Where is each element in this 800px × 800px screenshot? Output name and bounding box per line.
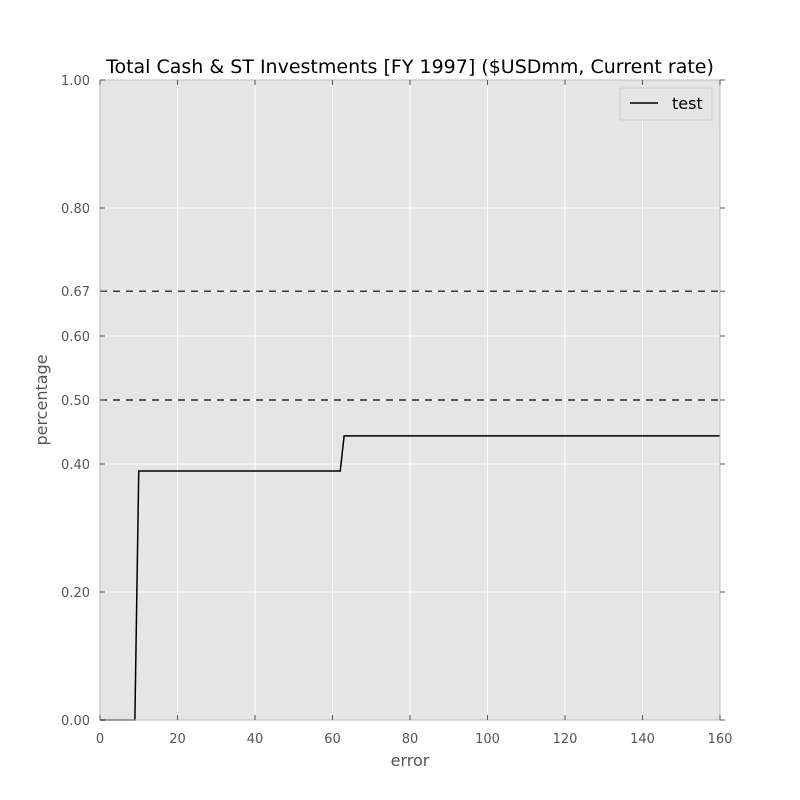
x-tick-label: 140 [630, 732, 655, 747]
y-tick-label: 0.67 [61, 285, 90, 300]
x-tick-label: 40 [247, 732, 264, 747]
ticks [99, 79, 725, 721]
x-tick-label: 120 [553, 732, 578, 747]
x-tick-label: 100 [475, 732, 500, 747]
y-tick-label: 1.00 [61, 74, 90, 89]
y-tick-labels: 0.00 0.20 0.40 0.50 0.60 0.67 0.80 1.00 [61, 74, 90, 729]
x-tick-label: 160 [708, 732, 733, 747]
legend: test [619, 87, 713, 121]
y-tick-label: 0.40 [61, 458, 90, 473]
y-tick-label: 0.80 [61, 202, 90, 217]
x-tick-label: 80 [402, 732, 419, 747]
y-tick-label: 0.20 [61, 586, 90, 601]
y-axis-label: percentage [32, 354, 51, 445]
y-tick-label: 0.00 [61, 714, 90, 729]
x-axis-label: error [391, 751, 430, 770]
legend-box [619, 87, 713, 121]
chart-title: Total Cash & ST Investments [FY 1997] ($… [105, 56, 714, 78]
y-tick-label: 0.50 [61, 394, 90, 409]
legend-label-test: test [672, 94, 703, 113]
x-tick-labels: 0 20 40 60 80 100 120 140 160 [96, 732, 733, 747]
x-tick-label: 60 [324, 732, 341, 747]
y-tick-label: 0.60 [61, 330, 90, 345]
x-tick-label: 0 [96, 732, 104, 747]
x-tick-label: 20 [169, 732, 186, 747]
